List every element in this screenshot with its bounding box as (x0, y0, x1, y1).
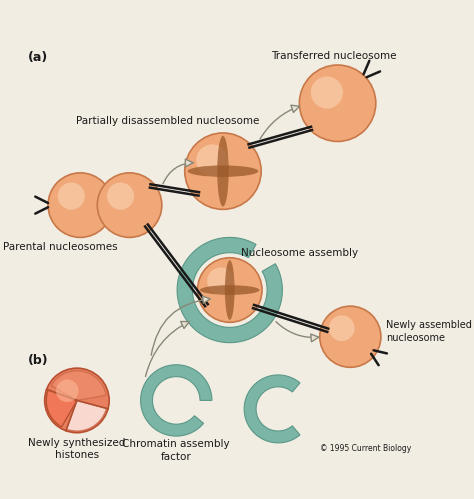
Ellipse shape (217, 136, 228, 207)
Text: Nucleosome assembly: Nucleosome assembly (241, 248, 358, 257)
Circle shape (48, 173, 112, 238)
Text: Chromatin assembly
factor: Chromatin assembly factor (122, 440, 230, 462)
Text: (a): (a) (27, 50, 48, 63)
Circle shape (329, 315, 355, 341)
Text: Transferred nucleosome: Transferred nucleosome (271, 50, 396, 60)
Text: (b): (b) (27, 354, 48, 367)
Ellipse shape (188, 166, 258, 177)
Polygon shape (177, 238, 283, 343)
Circle shape (198, 258, 262, 322)
Circle shape (56, 379, 79, 402)
Circle shape (45, 368, 109, 433)
Circle shape (185, 133, 261, 210)
Text: © 1995 Current Biology: © 1995 Current Biology (320, 444, 411, 453)
Circle shape (311, 76, 343, 109)
Wedge shape (46, 390, 77, 427)
Text: Newly synthesized
histones: Newly synthesized histones (28, 438, 126, 460)
Circle shape (97, 173, 162, 238)
Circle shape (207, 267, 234, 294)
Polygon shape (141, 365, 212, 436)
Wedge shape (51, 371, 106, 400)
Circle shape (58, 183, 85, 210)
Ellipse shape (200, 285, 260, 295)
Wedge shape (66, 400, 107, 431)
Text: Partially disassembled nucleosome: Partially disassembled nucleosome (76, 116, 259, 126)
Polygon shape (244, 375, 300, 443)
Circle shape (107, 183, 134, 210)
Circle shape (196, 144, 228, 177)
Ellipse shape (225, 260, 235, 320)
Text: Parental nucleosomes: Parental nucleosomes (3, 243, 117, 252)
Circle shape (300, 65, 376, 141)
Text: Newly assembled
nucleosome: Newly assembled nucleosome (386, 320, 472, 343)
Circle shape (320, 306, 381, 367)
